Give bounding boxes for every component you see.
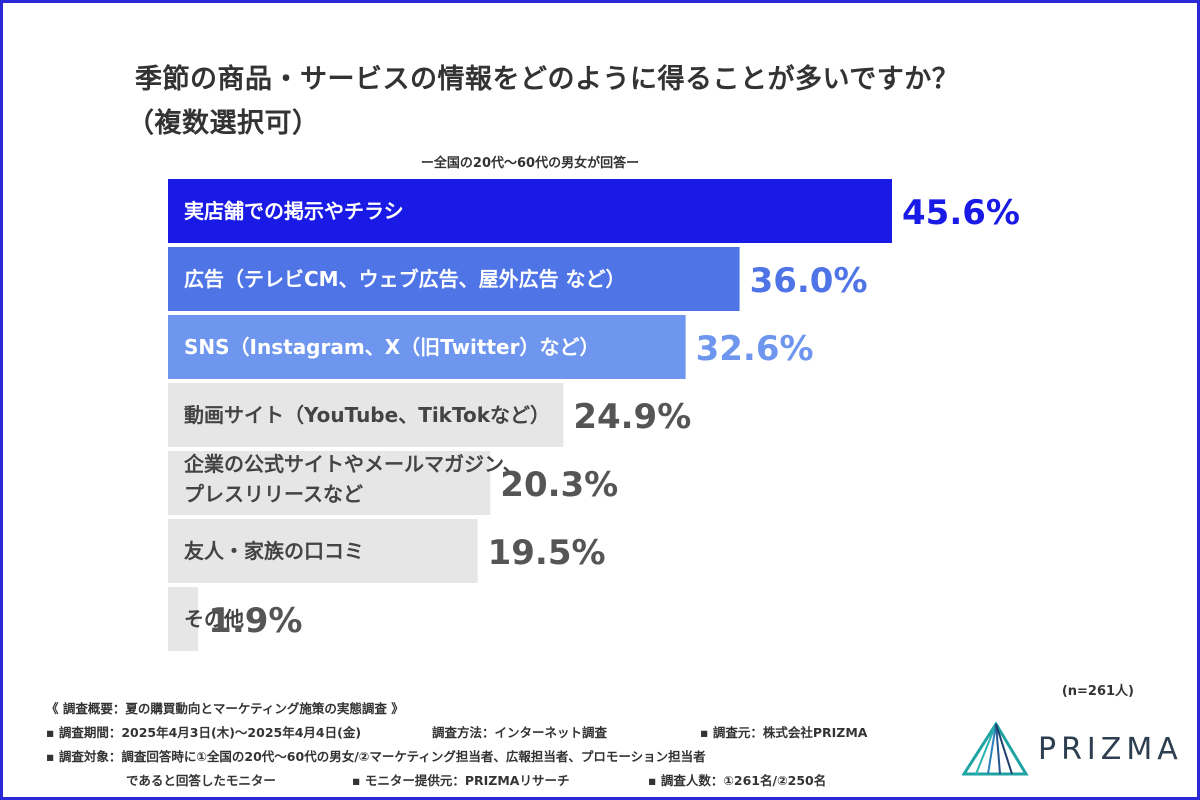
value-label-7: 1.9% [208, 601, 302, 641]
bar-label-7: その他 [184, 607, 244, 631]
value-label-6: 19.5% [488, 533, 606, 573]
chart-title: 季節の商品・サービスの情報をどのように得ることが多いですか？ （複数選択可） [127, 58, 960, 146]
value-label-1: 45.6% [902, 193, 1020, 233]
bar-4 [168, 383, 564, 447]
bar-label-5: 企業の公式サイトやメールマガジン、プレスリリースなど [183, 452, 523, 506]
value-label-3: 32.6% [696, 329, 814, 369]
survey-source: ▪ 調査元：株式会社PRIZMA [700, 725, 868, 740]
prizma-logo [962, 722, 1029, 776]
survey-provider: ▪ モニター提供元：PRIZMAリサーチ [352, 773, 570, 788]
chart-subtitle: ー全国の20代〜60代の男女が回答ー [420, 156, 640, 171]
survey-target-line1: ▪ 調査対象：調査回答時に①全国の20代〜60代の男女/②マーケティング担当者、… [46, 749, 706, 764]
bar-label-4: 動画サイト（YouTube、TikTokなど） [184, 403, 550, 427]
title-line-2: （複数選択可） [127, 108, 320, 139]
value-label-4: 24.9% [573, 397, 691, 437]
survey-overview: 《 調査概要：夏の購買動向とマーケティング施策の実態調査 》 [46, 701, 404, 716]
prism-triangle-icon [962, 722, 1029, 776]
logo-text: PRIZMA [1038, 732, 1183, 767]
survey-count: ▪ 調査人数：①261名/②250名 [648, 773, 827, 788]
sample-size: (n=261人) [1061, 684, 1134, 699]
survey-target-line2: であると回答したモニター [126, 773, 276, 788]
value-label-2: 36.0% [750, 261, 868, 301]
bar-label-1: 実店舗での掲示やチラシ [184, 199, 404, 223]
bar-5 [168, 451, 491, 515]
bar-1 [168, 179, 892, 243]
survey-method: 調査方法：インターネット調査 [432, 725, 608, 740]
bar-6 [168, 519, 478, 583]
bar-3 [168, 315, 686, 379]
title-line-1: 季節の商品・サービスの情報をどのように得ることが多いですか？ [135, 64, 960, 95]
bar-label-2: 広告（テレビCM、ウェブ広告、屋外広告 など） [184, 267, 626, 291]
survey-period: ▪ 調査期間：2025年4月3日(木)〜2025年4月4日(金) [46, 725, 362, 740]
bar-2 [168, 247, 740, 311]
bar-7 [168, 587, 199, 651]
value-label-5: 20.3% [500, 465, 618, 505]
bar-label-6: 友人・家族の口コミ [184, 539, 364, 563]
bar-label-3: SNS（Instagram、X（旧Twitter）など） [184, 335, 599, 359]
